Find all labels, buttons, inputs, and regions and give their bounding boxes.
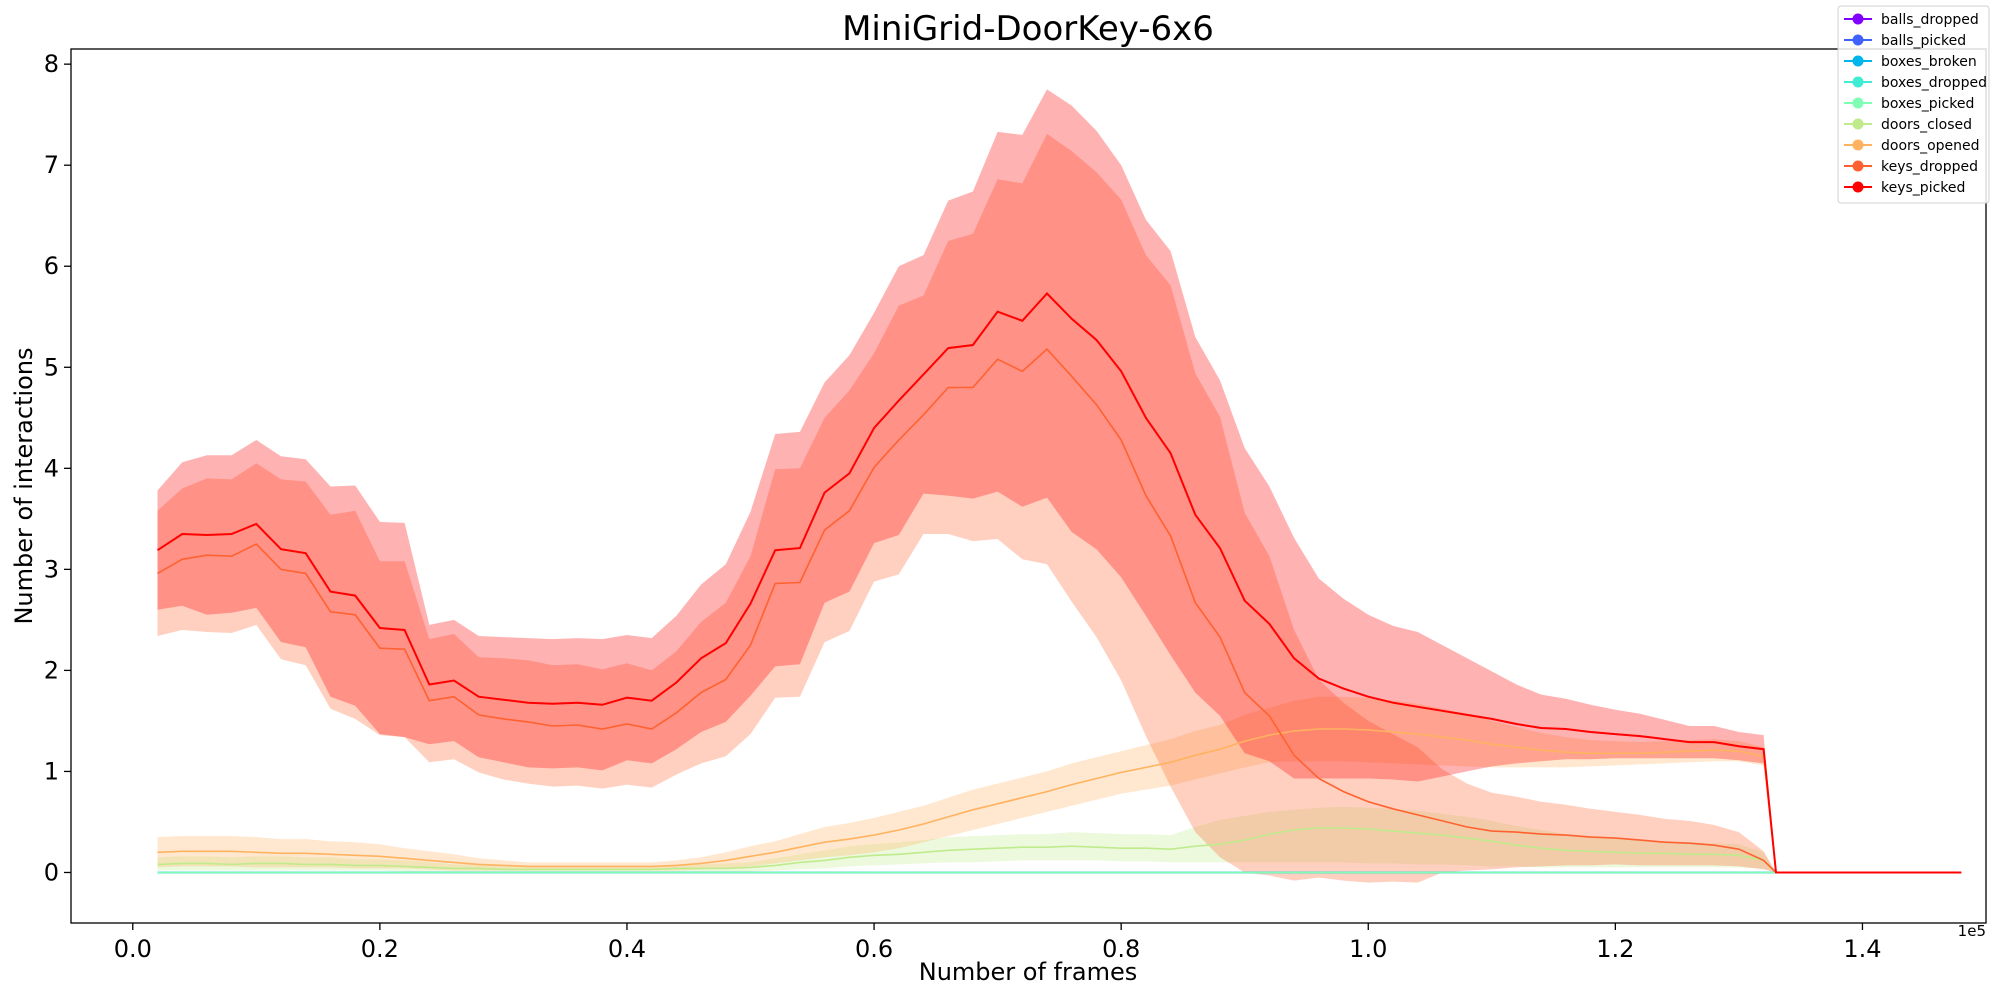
legend-label: boxes_picked	[1881, 96, 1974, 112]
legend-marker	[1852, 160, 1864, 172]
legend-entry-balls-dropped: balls_dropped	[1844, 12, 1979, 28]
x-axis-offset-label: 1e5	[1958, 922, 1986, 940]
legend-frame	[1837, 5, 1990, 204]
y-tick-label: 7	[44, 151, 59, 179]
x-tick-label: 0.8	[1102, 935, 1140, 963]
y-axis-ticks: 0 1 2 3 4 5 6 7 8	[44, 50, 71, 886]
y-axis-label: Number of interactions	[10, 347, 38, 624]
line-doors-closed	[157, 827, 1962, 874]
legend-marker	[1852, 76, 1864, 88]
x-tick-label: 1.4	[1843, 935, 1881, 963]
band-keys-dropped	[157, 133, 1962, 883]
legend-marker	[1852, 97, 1864, 109]
y-tick-label: 2	[44, 656, 59, 684]
legend-marker	[1852, 34, 1864, 46]
legend-label: keys_dropped	[1881, 159, 1978, 175]
chart-title: MiniGrid-DoorKey-6x6	[842, 9, 1214, 49]
y-tick-label: 5	[44, 353, 59, 381]
series-lines	[156, 292, 1962, 874]
line-keys-picked	[156, 292, 1962, 874]
legend-marker	[1852, 139, 1864, 151]
legend-marker	[1852, 118, 1864, 130]
x-axis-label: Number of frames	[919, 958, 1137, 986]
line-keys-dropped	[157, 347, 1962, 874]
legend-marker	[1852, 181, 1864, 193]
band-keys-picked	[157, 89, 1962, 873]
legend-entry-keys-dropped: keys_dropped	[1844, 159, 1978, 175]
x-tick-label: 0.4	[608, 935, 646, 963]
legend-label: balls_picked	[1881, 33, 1966, 49]
line-doors-opened	[157, 728, 1962, 874]
legend-entry-boxes-dropped: boxes_dropped	[1844, 75, 1987, 91]
legend-entry-balls-picked: balls_picked	[1844, 33, 1966, 49]
y-tick-label: 8	[44, 50, 59, 78]
legend-label: boxes_dropped	[1881, 75, 1987, 91]
x-tick-label: 0.6	[855, 935, 893, 963]
band-doors-closed	[157, 806, 1962, 873]
plot-frame	[70, 48, 1987, 924]
y-tick-label: 4	[44, 454, 59, 482]
legend: balls_dropped balls_picked boxes_brokenbox…	[1837, 5, 1990, 204]
legend-marker	[1852, 55, 1864, 67]
x-tick-label: 0.2	[361, 935, 399, 963]
legend-entry-doors-closed: doors_closed	[1844, 117, 1972, 133]
y-tick-label: 1	[44, 757, 59, 785]
y-tick-label: 3	[44, 555, 59, 583]
legend-label: boxes_broken	[1881, 54, 1977, 70]
x-tick-label: 0.0	[114, 935, 152, 963]
legend-label: doors_closed	[1881, 117, 1972, 133]
confidence-bands	[157, 89, 1962, 883]
x-tick-label: 1.2	[1596, 935, 1634, 963]
legend-entry-boxes-broken: boxes_broken	[1844, 54, 1977, 70]
y-tick-label: 0	[44, 858, 59, 886]
legend-label: balls_dropped	[1881, 12, 1979, 28]
legend-label: keys_picked	[1881, 180, 1965, 196]
legend-label: doors_opened	[1881, 138, 1980, 154]
x-tick-label: 1.0	[1349, 935, 1387, 963]
legend-entry-boxes-picked: boxes_picked	[1844, 96, 1974, 112]
y-tick-label: 6	[44, 252, 59, 280]
legend-entry-doors-opened: doors_opened	[1844, 138, 1980, 154]
legend-entry-keys-picked: keys_picked	[1844, 180, 1965, 196]
band-doors-opened	[157, 696, 1962, 873]
x-axis-ticks: 0.0 0.2 0.4 0.6 0.8 1.0 1.2 1.4	[114, 923, 1882, 963]
legend-marker	[1852, 13, 1864, 25]
